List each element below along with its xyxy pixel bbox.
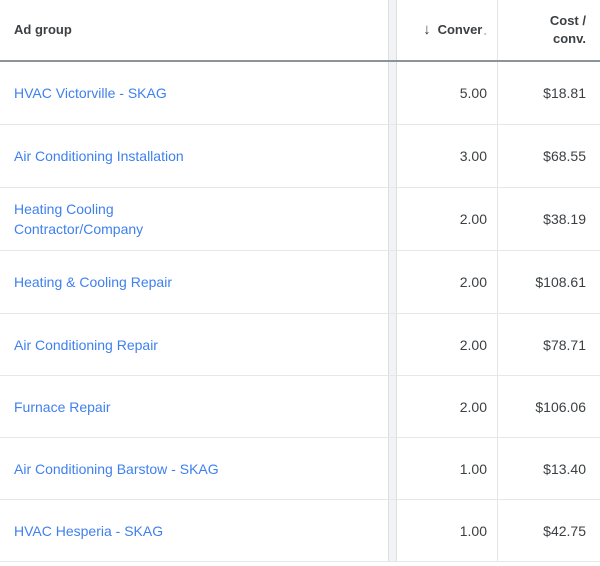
table-row: Heating & Cooling Repair 2.00 $108.61 [0,251,600,314]
ad-group-header-label: Ad group [14,22,72,37]
ad-group-link[interactable]: Air Conditioning Repair [14,336,158,353]
cost-per-conv-cell: $78.71 [543,336,586,353]
table-header-row: Ad group ↓ Conver . Cost / conv. [0,0,600,62]
frozen-column-divider [389,125,397,187]
frozen-column-divider [389,314,397,375]
ad-group-cell: Furnace Repair [0,376,389,437]
frozen-column-divider [389,0,397,60]
column-header-conversions[interactable]: ↓ Conver . [397,0,498,60]
frozen-column-divider [389,251,397,313]
cost-per-conv-cell: $68.55 [543,148,586,164]
cost-per-conv-cell: $18.81 [543,85,586,101]
table-row: HVAC Victorville - SKAG 5.00 $18.81 [0,62,600,125]
table-row: Air Conditioning Repair 2.00 $78.71 [0,314,600,376]
conversions-cell: 1.00 [397,500,498,561]
conversions-header-label: Conver [437,22,483,37]
conversions-cell: 2.00 [397,188,498,250]
table-row: HVAC Hesperia - SKAG 1.00 $42.75 [0,500,600,562]
table-row: Air Conditioning Barstow - SKAG 1.00 $13… [0,438,600,500]
conversions-cell: 2.00 [397,314,498,375]
cost-per-conv-header-line1: Cost / [549,13,586,28]
cost-per-conv-cell: $108.61 [535,274,586,290]
conversions-cell: 3.00 [397,125,498,187]
table-row: Furnace Repair 2.00 $106.06 [0,376,600,438]
conversions-cell: 5.00 [397,62,498,124]
frozen-column-divider [389,62,397,124]
ad-group-link[interactable]: Heating & Cooling Repair [14,274,172,290]
conversions-cell: 2.00 [397,376,498,437]
cost-per-conv-cell: $106.06 [535,398,586,415]
ad-group-cell: Air Conditioning Barstow - SKAG [0,438,389,499]
cost-per-conv-cell: $13.40 [543,460,586,477]
ad-group-link[interactable]: Air Conditioning Barstow - SKAG [14,460,219,477]
ad-group-link[interactable]: HVAC Victorville - SKAG [14,85,167,101]
conversions-cell: 1.00 [397,438,498,499]
ad-group-link[interactable]: Furnace Repair [14,398,111,415]
ad-group-link[interactable]: Heating Cooling Contractor/Company [14,201,144,237]
table-row: Air Conditioning Installation 3.00 $68.5… [0,125,600,188]
sort-descending-icon: ↓ [423,21,431,38]
ad-group-cell: HVAC Victorville - SKAG [0,62,389,124]
frozen-column-divider [389,376,397,437]
ad-group-cell: Air Conditioning Installation [0,125,389,187]
ad-group-link[interactable]: HVAC Hesperia - SKAG [14,522,164,539]
ad-group-cell: HVAC Hesperia - SKAG [0,500,389,561]
frozen-column-divider [389,188,397,250]
ad-group-cell: Heating & Cooling Repair [0,251,389,313]
table-row: Heating Cooling Contractor/Company 2.00 $… [0,188,600,251]
ad-group-cell: Heating Cooling Contractor/Company [0,188,389,250]
ad-group-cell: Air Conditioning Repair [0,314,389,375]
conversions-cell: 2.00 [397,251,498,313]
truncation-dot: . [483,22,487,38]
frozen-column-divider [389,500,397,561]
ad-group-link[interactable]: Air Conditioning Installation [14,148,184,164]
cost-per-conv-cell: $42.75 [543,522,586,539]
column-header-cost-per-conv[interactable]: Cost / conv. [498,0,599,60]
cost-per-conv-cell: $38.19 [543,211,586,227]
frozen-column-divider [389,438,397,499]
cost-per-conv-header-line2: conv. [553,31,586,46]
column-header-ad-group[interactable]: Ad group [0,0,389,60]
